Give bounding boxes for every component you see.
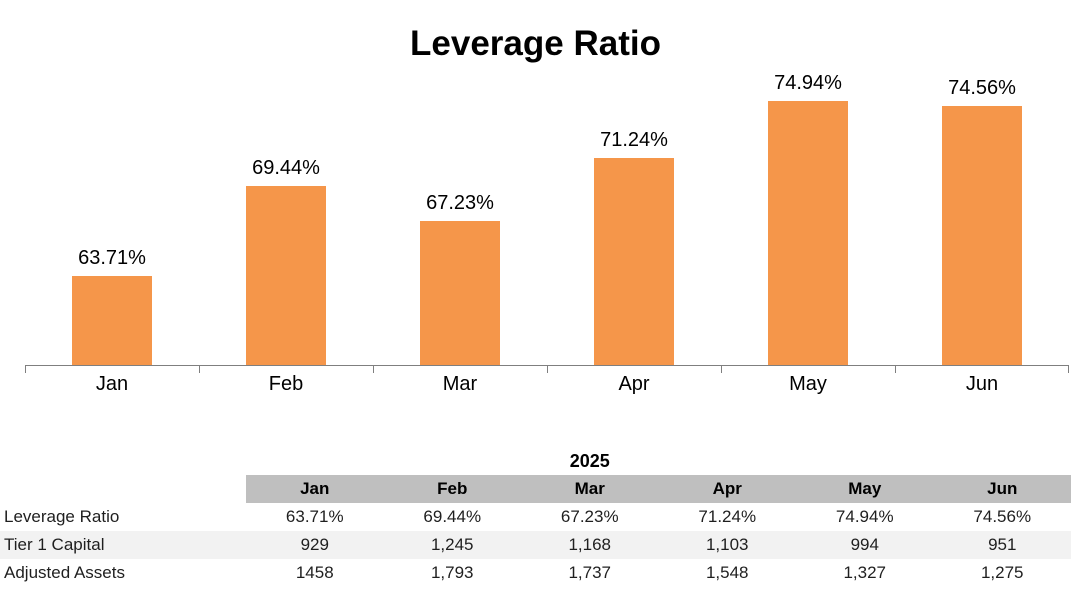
bar-value-label-apr: 71.24% [600, 129, 668, 151]
x-axis-tick [895, 366, 896, 373]
table-header-jan: Jan [246, 475, 384, 503]
header-row-spacer [0, 475, 246, 503]
x-axis-label-apr: Apr [618, 373, 650, 395]
x-axis-tick [721, 366, 722, 373]
table-header-apr: Apr [658, 475, 796, 503]
table-cell-leverage-ratio-jan: 63.71% [285, 507, 344, 526]
bar-value-label-jan: 63.71% [78, 247, 146, 269]
table-cell-leverage-ratio-apr: 71.24% [698, 507, 757, 526]
row-label-adjusted-assets: Adjusted Assets [4, 563, 125, 582]
x-axis-tick [373, 366, 374, 373]
bar-apr [594, 158, 674, 365]
table-cell-tier-1-capital-jan: 929 [246, 531, 384, 559]
bar-chart-plot-area: 63.71% Jan 69.44% Feb 67.23% Mar 71.24% Apr 74.9… [25, 72, 1069, 395]
table-cell-adjusted-assets-may: 1,327 [843, 563, 887, 582]
x-axis-tick [199, 366, 200, 373]
year-row-spacer [796, 448, 934, 475]
row-label-tier-1-capital: Tier 1 Capital [0, 531, 246, 559]
x-axis-tick [25, 366, 26, 373]
table-cell-tier-1-capital-may: 994 [796, 531, 934, 559]
year-row-spacer [246, 448, 384, 475]
bar-jan [72, 276, 152, 365]
year-label: 2025 [569, 451, 610, 471]
table-header-may: May [796, 475, 934, 503]
table-header-jun: Jun [933, 475, 1071, 503]
table-cell-tier-1-capital-feb: 1,245 [383, 531, 521, 559]
row-label-leverage-ratio: Leverage Ratio [4, 507, 120, 526]
bar-value-label-may: 74.94% [774, 72, 842, 94]
x-axis-tick [1068, 366, 1069, 373]
table-cell-tier-1-capital-mar: 1,168 [521, 531, 659, 559]
x-axis-label-jan: Jan [95, 373, 129, 395]
bar-mar [420, 221, 500, 365]
table-cell-adjusted-assets-mar: 1,737 [568, 563, 612, 582]
table-cell-tier-1-capital-apr: 1,103 [658, 531, 796, 559]
bar-value-label-mar: 67.23% [426, 192, 494, 214]
year-row-spacer [659, 448, 797, 475]
year-row-spacer [384, 448, 522, 475]
table-cell-leverage-ratio-mar: 67.23% [560, 507, 619, 526]
table-cell-adjusted-assets-jun: 1,275 [980, 563, 1024, 582]
x-axis-line [25, 365, 1069, 366]
chart-title: Leverage Ratio [410, 24, 661, 63]
year-row-spacer [934, 448, 1071, 475]
x-axis-label-feb: Feb [268, 373, 304, 395]
table-cell-tier-1-capital-jun: 951 [933, 531, 1071, 559]
table-header-feb: Feb [383, 475, 521, 503]
x-axis-label-jun: Jun [965, 373, 999, 395]
table-cell-adjusted-assets-feb: 1,793 [430, 563, 474, 582]
table-cell-leverage-ratio-may: 74.94% [835, 507, 894, 526]
table-cell-leverage-ratio-jun: 74.56% [973, 507, 1032, 526]
table-cell-adjusted-assets-apr: 1,548 [705, 563, 749, 582]
bar-feb [246, 186, 326, 365]
x-axis-label-may: May [789, 373, 827, 395]
bar-value-label-feb: 69.44% [252, 157, 320, 179]
bar-may [768, 101, 848, 365]
bar-value-label-jun: 74.56% [948, 77, 1016, 99]
table-header-mar: Mar [521, 475, 659, 503]
summary-table: 2025 Jan Feb Mar Apr May Jun Leverage Ratio 63.7… [0, 448, 1071, 587]
table-cell-leverage-ratio-feb: 69.44% [423, 507, 482, 526]
year-row-spacer [0, 448, 246, 475]
x-axis-tick [547, 366, 548, 373]
table-cell-adjusted-assets-jan: 1458 [295, 563, 334, 582]
bar-jun [942, 106, 1022, 365]
x-axis-label-mar: Mar [442, 373, 478, 395]
